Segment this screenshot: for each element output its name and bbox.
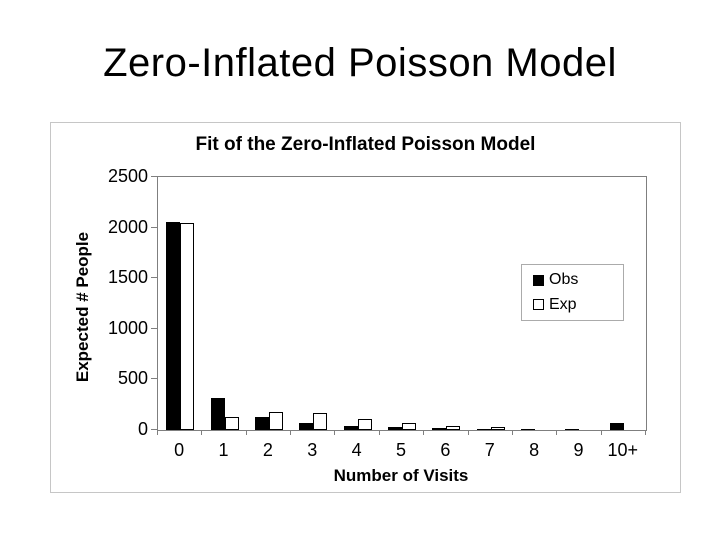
y-tick-label: 2500 — [107, 166, 148, 186]
bar-obs-7 — [476, 429, 491, 430]
x-tick-label: 1 — [218, 440, 229, 460]
x-tick-label: 6 — [440, 440, 451, 460]
x-tick-label: 9 — [573, 440, 584, 460]
y-tick-mark — [151, 176, 157, 177]
x-tick-mark — [378, 430, 380, 435]
x-tick-mark — [201, 430, 203, 435]
chart-title: Fit of the Zero-Inflated Poisson Model — [195, 134, 536, 155]
legend-label-obs: Obs — [549, 271, 579, 289]
bar-obs-0 — [166, 222, 181, 430]
x-tick-label: 8 — [529, 440, 540, 460]
bar-exp-2 — [268, 412, 283, 430]
chart-panel: Fit of the Zero-Inflated Poisson Model E… — [50, 122, 681, 493]
x-tick-mark — [157, 430, 158, 435]
y-tick-label: 2000 — [107, 216, 148, 237]
bar-exp-5 — [402, 423, 416, 430]
x-tick-label: 7 — [484, 440, 495, 460]
bar-obs-5 — [388, 427, 402, 430]
bar-exp-7 — [490, 427, 505, 430]
y-tick-label: 0 — [137, 419, 148, 439]
legend-item-exp: Exp — [533, 296, 623, 314]
bar-obs-8 — [521, 429, 536, 430]
y-tick-label: 500 — [117, 368, 148, 389]
exp-swatch-icon — [533, 299, 544, 311]
bar-obs-2 — [254, 417, 269, 430]
y-tick-mark — [151, 429, 157, 430]
bar-obs-3 — [299, 423, 314, 430]
x-tick-mark — [556, 430, 558, 435]
bar-obs-6 — [432, 428, 447, 430]
x-tick-label: 2 — [262, 440, 273, 460]
y-tick-label: 1500 — [107, 267, 148, 288]
bar-exp-0 — [180, 223, 195, 430]
x-tick-mark — [600, 430, 602, 435]
obs-swatch-icon — [533, 274, 544, 286]
bar-obs-9 — [565, 429, 580, 430]
y-tick-mark — [151, 277, 157, 278]
y-tick-label: 1000 — [107, 317, 148, 338]
y-axis-title: Expected # People — [73, 231, 92, 383]
x-tick-mark — [645, 430, 646, 435]
bar-obs-10+ — [609, 423, 624, 430]
x-tick-mark — [290, 430, 292, 435]
y-tick-mark — [151, 378, 157, 379]
bar-exp-4 — [357, 419, 372, 430]
x-tick-mark — [334, 430, 336, 435]
bar-exp-3 — [313, 413, 328, 430]
x-tick-label: 10+ — [607, 440, 639, 460]
legend-label-exp: Exp — [549, 295, 577, 313]
bar-exp-1 — [224, 417, 239, 430]
x-tick-label: 4 — [351, 440, 362, 460]
y-tick-mark — [151, 328, 157, 329]
bar-obs-4 — [343, 426, 358, 430]
bar-obs-1 — [210, 398, 225, 430]
x-tick-mark — [467, 430, 469, 435]
x-tick-label: 5 — [395, 440, 406, 460]
legend-item-obs: Obs — [533, 271, 623, 289]
chart-legend: Obs Exp — [521, 264, 624, 321]
x-axis-title: Number of Visits — [333, 466, 469, 485]
slide-title: Zero-Inflated Poisson Model — [103, 41, 617, 85]
x-tick-mark — [511, 430, 513, 435]
y-tick-mark — [151, 227, 157, 228]
x-tick-label: 3 — [307, 440, 318, 460]
x-tick-mark — [245, 430, 247, 435]
bar-exp-6 — [446, 426, 461, 430]
x-tick-label: 0 — [174, 440, 185, 460]
x-tick-mark — [423, 430, 425, 435]
